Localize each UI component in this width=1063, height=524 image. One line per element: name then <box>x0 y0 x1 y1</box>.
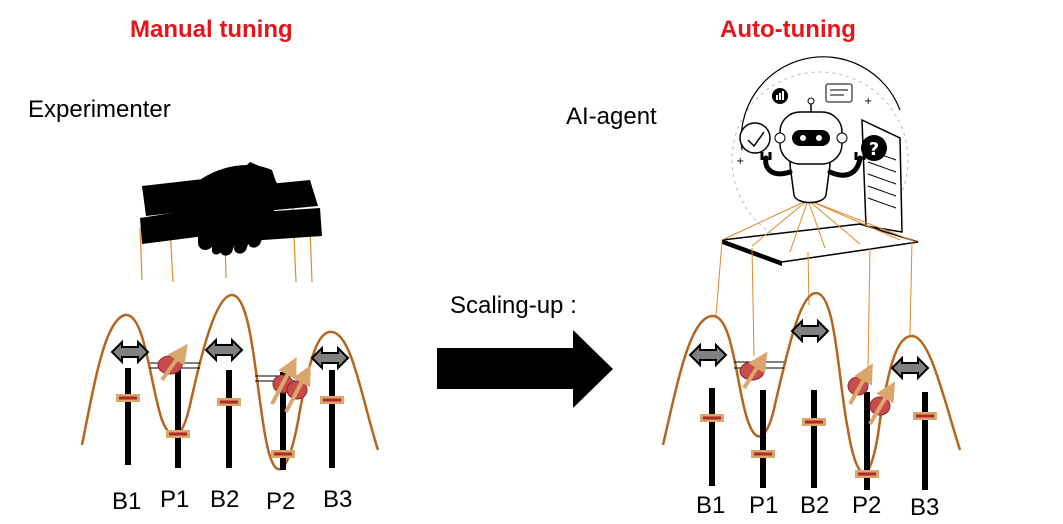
left-slider-p1[interactable] <box>166 370 190 468</box>
right-slider-p1[interactable] <box>751 390 775 488</box>
left-gate-label-b2: B2 <box>210 486 240 513</box>
manual-tuning-title: Manual tuning <box>130 16 293 43</box>
robot-laptop-icon: ? + + <box>721 56 919 266</box>
left-potential-curve <box>80 293 380 471</box>
ai-agent-label: AI-agent <box>566 103 657 130</box>
right-gate-label-b2: B2 <box>800 492 830 519</box>
right-gate-label-b1: B1 <box>696 492 726 519</box>
right-potential-curve <box>661 291 962 474</box>
left-gate-label-p1: P1 <box>160 486 190 513</box>
left-barrier-arrow-b1 <box>110 339 150 365</box>
right-gate-label-b3: B3 <box>910 494 940 521</box>
right-barrier-arrow-b1 <box>688 342 728 368</box>
svg-text:+: + <box>736 156 744 167</box>
right-gate-label-p1: P1 <box>749 492 779 519</box>
left-gate-label-p2: P2 <box>266 488 296 515</box>
svg-text:+: + <box>864 96 872 107</box>
left-spins <box>157 343 311 413</box>
right-gate-sliders <box>700 388 937 490</box>
right-slider-p2[interactable] <box>855 392 879 490</box>
right-slider-b3[interactable] <box>913 392 937 490</box>
left-slider-b1[interactable] <box>116 368 140 465</box>
hands-icon <box>139 162 322 283</box>
right-slider-b2[interactable] <box>802 390 826 488</box>
left-slider-b3[interactable] <box>320 370 344 468</box>
left-gate-label-b3: B3 <box>323 486 353 513</box>
svg-text:?: ? <box>869 139 879 160</box>
left-barrier-arrow-b3 <box>310 345 350 371</box>
right-slider-b1[interactable] <box>700 388 724 486</box>
left-barrier-arrows <box>110 337 350 371</box>
right-barrier-arrow-b2 <box>790 318 830 344</box>
left-barrier-arrow-b2 <box>204 337 244 363</box>
experimenter-label: Experimenter <box>28 96 171 123</box>
right-barrier-arrows <box>688 318 930 381</box>
right-gate-label-p2: P2 <box>852 492 882 519</box>
auto-tuning-title: Auto-tuning <box>720 16 856 43</box>
right-spins <box>739 351 896 426</box>
left-slider-b2[interactable] <box>217 370 241 468</box>
left-gate-sliders <box>116 368 344 470</box>
scaling-up-label: Scaling-up : <box>450 292 577 319</box>
right-barrier-arrow-b3 <box>890 355 930 381</box>
right-control-strings <box>715 241 913 371</box>
right-arrow-icon <box>437 330 613 408</box>
left-gate-label-b1: B1 <box>112 488 142 515</box>
